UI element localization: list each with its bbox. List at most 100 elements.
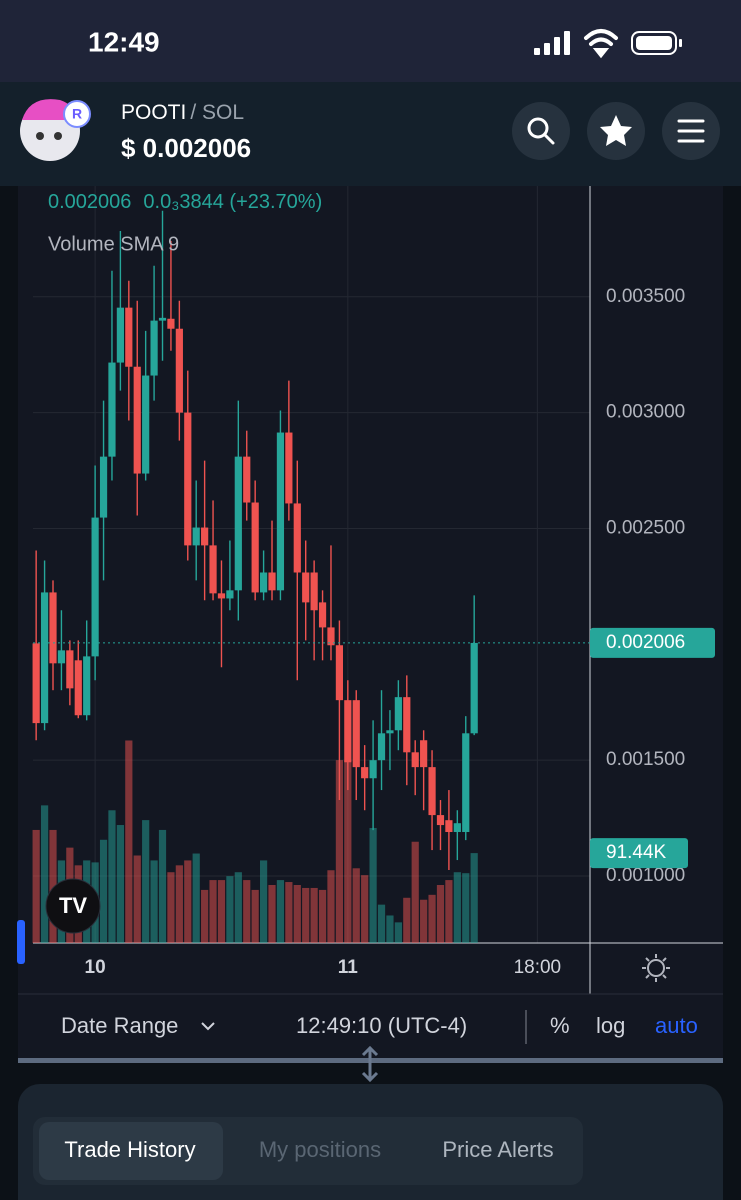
candle-body (420, 740, 428, 768)
star-icon (600, 115, 632, 146)
candle-body (243, 456, 251, 503)
candle-body (302, 572, 310, 603)
tradingview-logo[interactable] (45, 878, 101, 934)
volume-bar (40, 805, 49, 943)
tab[interactable]: Trade History (64, 1137, 195, 1162)
volume-bar (243, 880, 251, 943)
auto-toggle[interactable]: auto (655, 1013, 698, 1038)
search-button[interactable] (512, 102, 570, 160)
volume-bar (259, 860, 268, 943)
y-tick-label: 0.001500 (606, 749, 685, 770)
volume-bar (108, 810, 116, 943)
candle-body (335, 645, 344, 701)
candle-body (428, 767, 436, 816)
y-tick-label: 0.003500 (606, 286, 685, 307)
last-price-box (590, 627, 715, 658)
candle-body (201, 527, 209, 546)
candle-body (268, 572, 276, 591)
candle-body (108, 362, 116, 457)
volume-bar (268, 884, 276, 943)
volume-bar (234, 872, 242, 943)
tab[interactable]: Price Alerts (442, 1137, 553, 1162)
y-tick-label: 0.002500 (606, 517, 685, 538)
legend-change: 0.0₃3844 (+23.70%) (143, 191, 322, 213)
percent-toggle[interactable]: % (550, 1013, 570, 1038)
candle-body (74, 660, 82, 716)
candle-body (57, 650, 66, 664)
volume-bar (201, 889, 209, 943)
volume-bar (99, 839, 108, 943)
menu-button[interactable] (662, 102, 720, 160)
ohlc-legend: 0.002006 0.0₃3844 (+23.70%) (48, 191, 322, 213)
candle-body (462, 733, 470, 833)
last-price-label: 0.002006 (606, 632, 685, 653)
volume-bar (158, 829, 167, 943)
active-tab (39, 1122, 223, 1180)
header-price: $ 0.002006 (121, 133, 251, 163)
candle-body (184, 412, 192, 546)
candle-body (293, 503, 301, 573)
x-tick-label: 10 (85, 957, 106, 978)
candle-body (66, 650, 74, 689)
battery-icon (631, 31, 677, 55)
volume-bar (361, 875, 369, 943)
volume-bar (226, 876, 234, 943)
candle-body (234, 456, 242, 591)
volume-bar (453, 872, 461, 943)
logo-mark: TV (59, 893, 87, 918)
volume-bar (192, 853, 200, 943)
candle-body (327, 627, 335, 646)
dropdown-caret (201, 1022, 215, 1031)
volume-bar (403, 897, 411, 943)
candle-body (436, 815, 445, 826)
candle-body (251, 502, 259, 593)
candle-body (369, 760, 377, 779)
candle-body (142, 375, 150, 474)
y-tick-label: 0.001000 (606, 865, 685, 886)
side-handle[interactable] (17, 920, 25, 964)
volume-bar (310, 887, 318, 943)
candle-body (217, 593, 226, 599)
volume-bar (420, 899, 428, 943)
volume-bar (445, 880, 453, 943)
settings-icon[interactable] (642, 954, 670, 982)
volume-bar (184, 860, 192, 943)
avatar-eye (54, 132, 62, 140)
candle-body (150, 320, 158, 376)
volume-bar (386, 915, 394, 943)
volume-bar (150, 860, 158, 943)
signal-icon (534, 31, 570, 55)
x-tick-label: 11 (338, 957, 359, 978)
status-bar (0, 0, 741, 82)
volume-bar (335, 760, 344, 943)
date-range-button[interactable]: Date Range (61, 1013, 178, 1038)
volume-bar (369, 827, 377, 943)
candle-body (310, 572, 318, 611)
candle-body (386, 730, 394, 734)
resize-arrows (361, 1045, 379, 1083)
favorite-button[interactable] (587, 102, 645, 160)
log-toggle[interactable]: log (596, 1013, 625, 1038)
volume-bar (32, 829, 40, 943)
button-bg (512, 102, 570, 160)
candle-body (32, 643, 40, 724)
clock: 12:49:10 (UTC-4) (296, 1013, 467, 1038)
candle-body (40, 592, 49, 724)
volume-bar (276, 880, 285, 943)
candle-body (259, 572, 268, 593)
dex-badge-letter: R (72, 106, 82, 122)
volume-bar (318, 889, 327, 943)
gear (647, 959, 665, 977)
tab[interactable]: My positions (259, 1137, 381, 1162)
candle-body (276, 432, 285, 591)
volume-bar (344, 760, 352, 943)
volume-label-box (590, 838, 688, 869)
volume-bar (49, 829, 57, 943)
candle-body (352, 700, 360, 768)
candle-body (49, 592, 57, 664)
volume-label: 91.44K (606, 842, 667, 863)
candle-body (394, 697, 402, 731)
y-tick-label: 0.003000 (606, 402, 685, 423)
